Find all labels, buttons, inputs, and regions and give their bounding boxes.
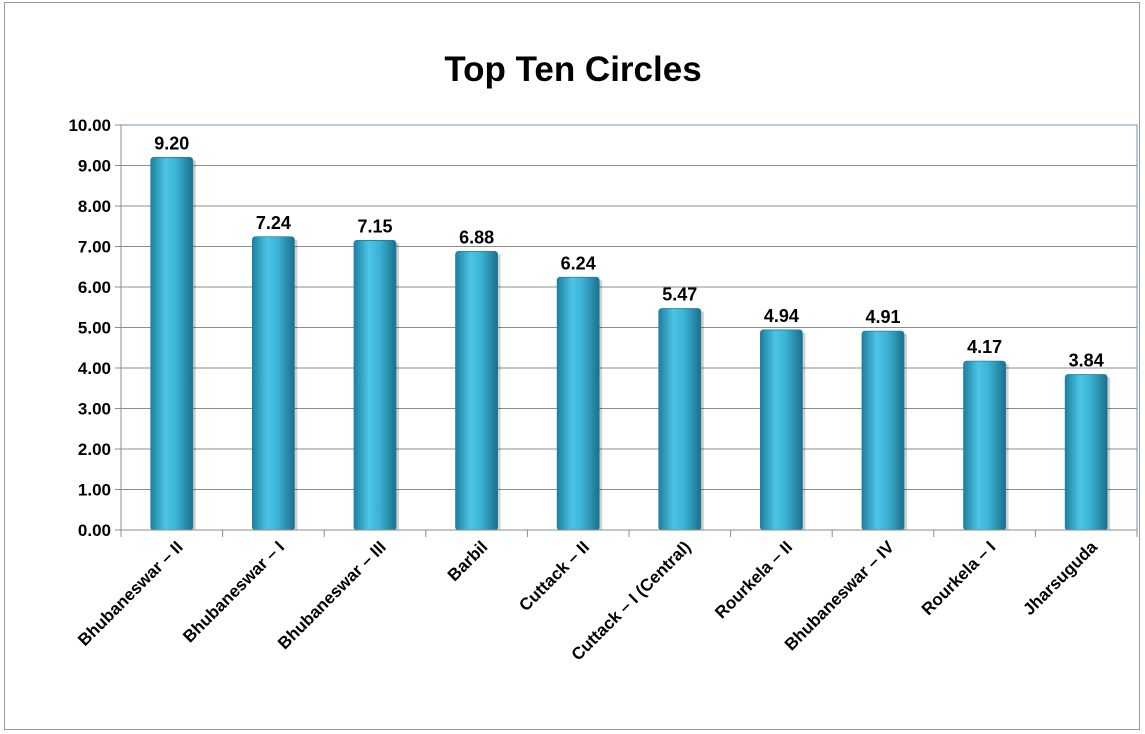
x-tick-label: Cuttack – II <box>515 537 593 615</box>
chart-frame: Top Ten Circles 9.20 7.24 7.15 6.88 6.24 5.47… <box>4 2 1140 730</box>
x-tick-label: Jharsuguda <box>1019 537 1101 619</box>
chart-svg: Top Ten Circles 9.20 7.24 7.15 6.88 6.24 5.47… <box>68 50 1138 664</box>
bar <box>658 308 702 531</box>
x-tick-label: Bhubaneswar – III <box>274 537 390 653</box>
bar <box>455 250 499 531</box>
chart-title: Top Ten Circles <box>444 50 701 89</box>
data-label: 4.94 <box>764 306 799 326</box>
x-tick-label: Bhubaneswar – I <box>179 537 288 646</box>
bar <box>556 276 600 531</box>
y-tick-label: 8.00 <box>78 197 111 216</box>
x-tick-label: Rourkela – I <box>918 537 1000 619</box>
y-tick-label: 10.00 <box>68 116 111 135</box>
y-tick-label: 4.00 <box>78 359 111 378</box>
bar <box>963 360 1006 531</box>
x-tick-label: Rourkela – II <box>711 537 796 622</box>
data-label: 3.84 <box>1069 350 1104 370</box>
axes <box>115 124 1138 537</box>
data-label: 7.15 <box>357 216 392 236</box>
data-label: 4.17 <box>967 337 1002 357</box>
x-tick-label: Bhubaneswar – II <box>74 537 186 649</box>
data-label: 4.91 <box>865 307 900 327</box>
bars <box>150 156 1111 531</box>
data-label: 6.24 <box>561 253 596 273</box>
data-label: 9.20 <box>154 133 189 153</box>
bar <box>353 240 397 531</box>
data-labels: 9.20 7.24 7.15 6.88 6.24 5.47 4.94 4.91 4.17 3.84 <box>154 133 1103 370</box>
bar <box>150 156 194 531</box>
y-tick-label: 3.00 <box>78 400 111 419</box>
y-tick-label: 2.00 <box>78 440 111 459</box>
y-tick-label: 6.00 <box>78 278 111 297</box>
y-axis-ticks: 0.00 1.00 2.00 3.00 4.00 5.00 6.00 7.00 8.00 9.00… <box>68 116 111 540</box>
x-tick-label: Bhubaneswar – IV <box>781 537 898 654</box>
y-tick-label: 1.00 <box>78 481 111 500</box>
x-tick-label: Barbil <box>444 537 492 585</box>
bar <box>1064 374 1108 531</box>
bar <box>861 330 905 531</box>
bar <box>251 236 295 531</box>
y-tick-label: 5.00 <box>78 319 111 338</box>
y-tick-label: 0.00 <box>78 521 111 540</box>
y-tick-label: 7.00 <box>78 238 111 257</box>
data-label: 6.88 <box>459 227 494 247</box>
data-label: 7.24 <box>256 213 291 233</box>
data-label: 5.47 <box>662 284 697 304</box>
y-tick-label: 9.00 <box>78 157 111 176</box>
bar <box>760 329 803 531</box>
